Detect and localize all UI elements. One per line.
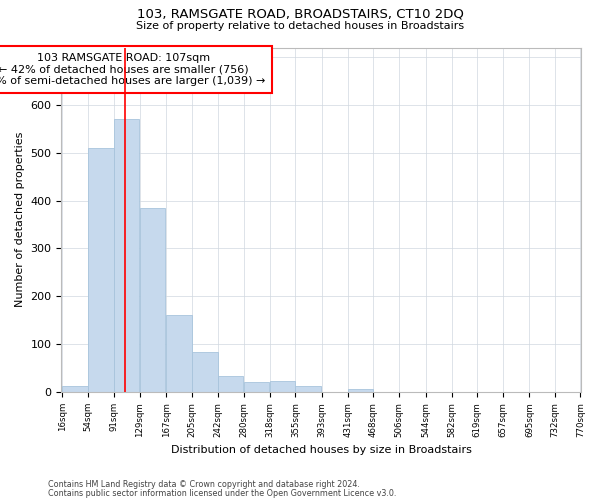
Text: Size of property relative to detached houses in Broadstairs: Size of property relative to detached ho… [136, 21, 464, 31]
Bar [192, 352, 218, 392]
Bar [270, 381, 295, 392]
Bar [114, 120, 139, 392]
Text: 103 RAMSGATE ROAD: 107sqm
← 42% of detached houses are smaller (756)
57% of semi: 103 RAMSGATE ROAD: 107sqm ← 42% of detac… [0, 52, 265, 86]
Bar [140, 208, 166, 392]
Bar [218, 376, 243, 392]
Bar [295, 386, 321, 392]
Bar [88, 148, 114, 392]
Bar [244, 382, 269, 392]
Text: Contains HM Land Registry data © Crown copyright and database right 2024.: Contains HM Land Registry data © Crown c… [48, 480, 360, 489]
Bar [62, 386, 88, 392]
Y-axis label: Number of detached properties: Number of detached properties [15, 132, 25, 308]
X-axis label: Distribution of detached houses by size in Broadstairs: Distribution of detached houses by size … [171, 445, 472, 455]
Bar [166, 316, 191, 392]
Text: 103, RAMSGATE ROAD, BROADSTAIRS, CT10 2DQ: 103, RAMSGATE ROAD, BROADSTAIRS, CT10 2D… [137, 8, 463, 20]
Text: Contains public sector information licensed under the Open Government Licence v3: Contains public sector information licen… [48, 488, 397, 498]
Bar [348, 388, 373, 392]
